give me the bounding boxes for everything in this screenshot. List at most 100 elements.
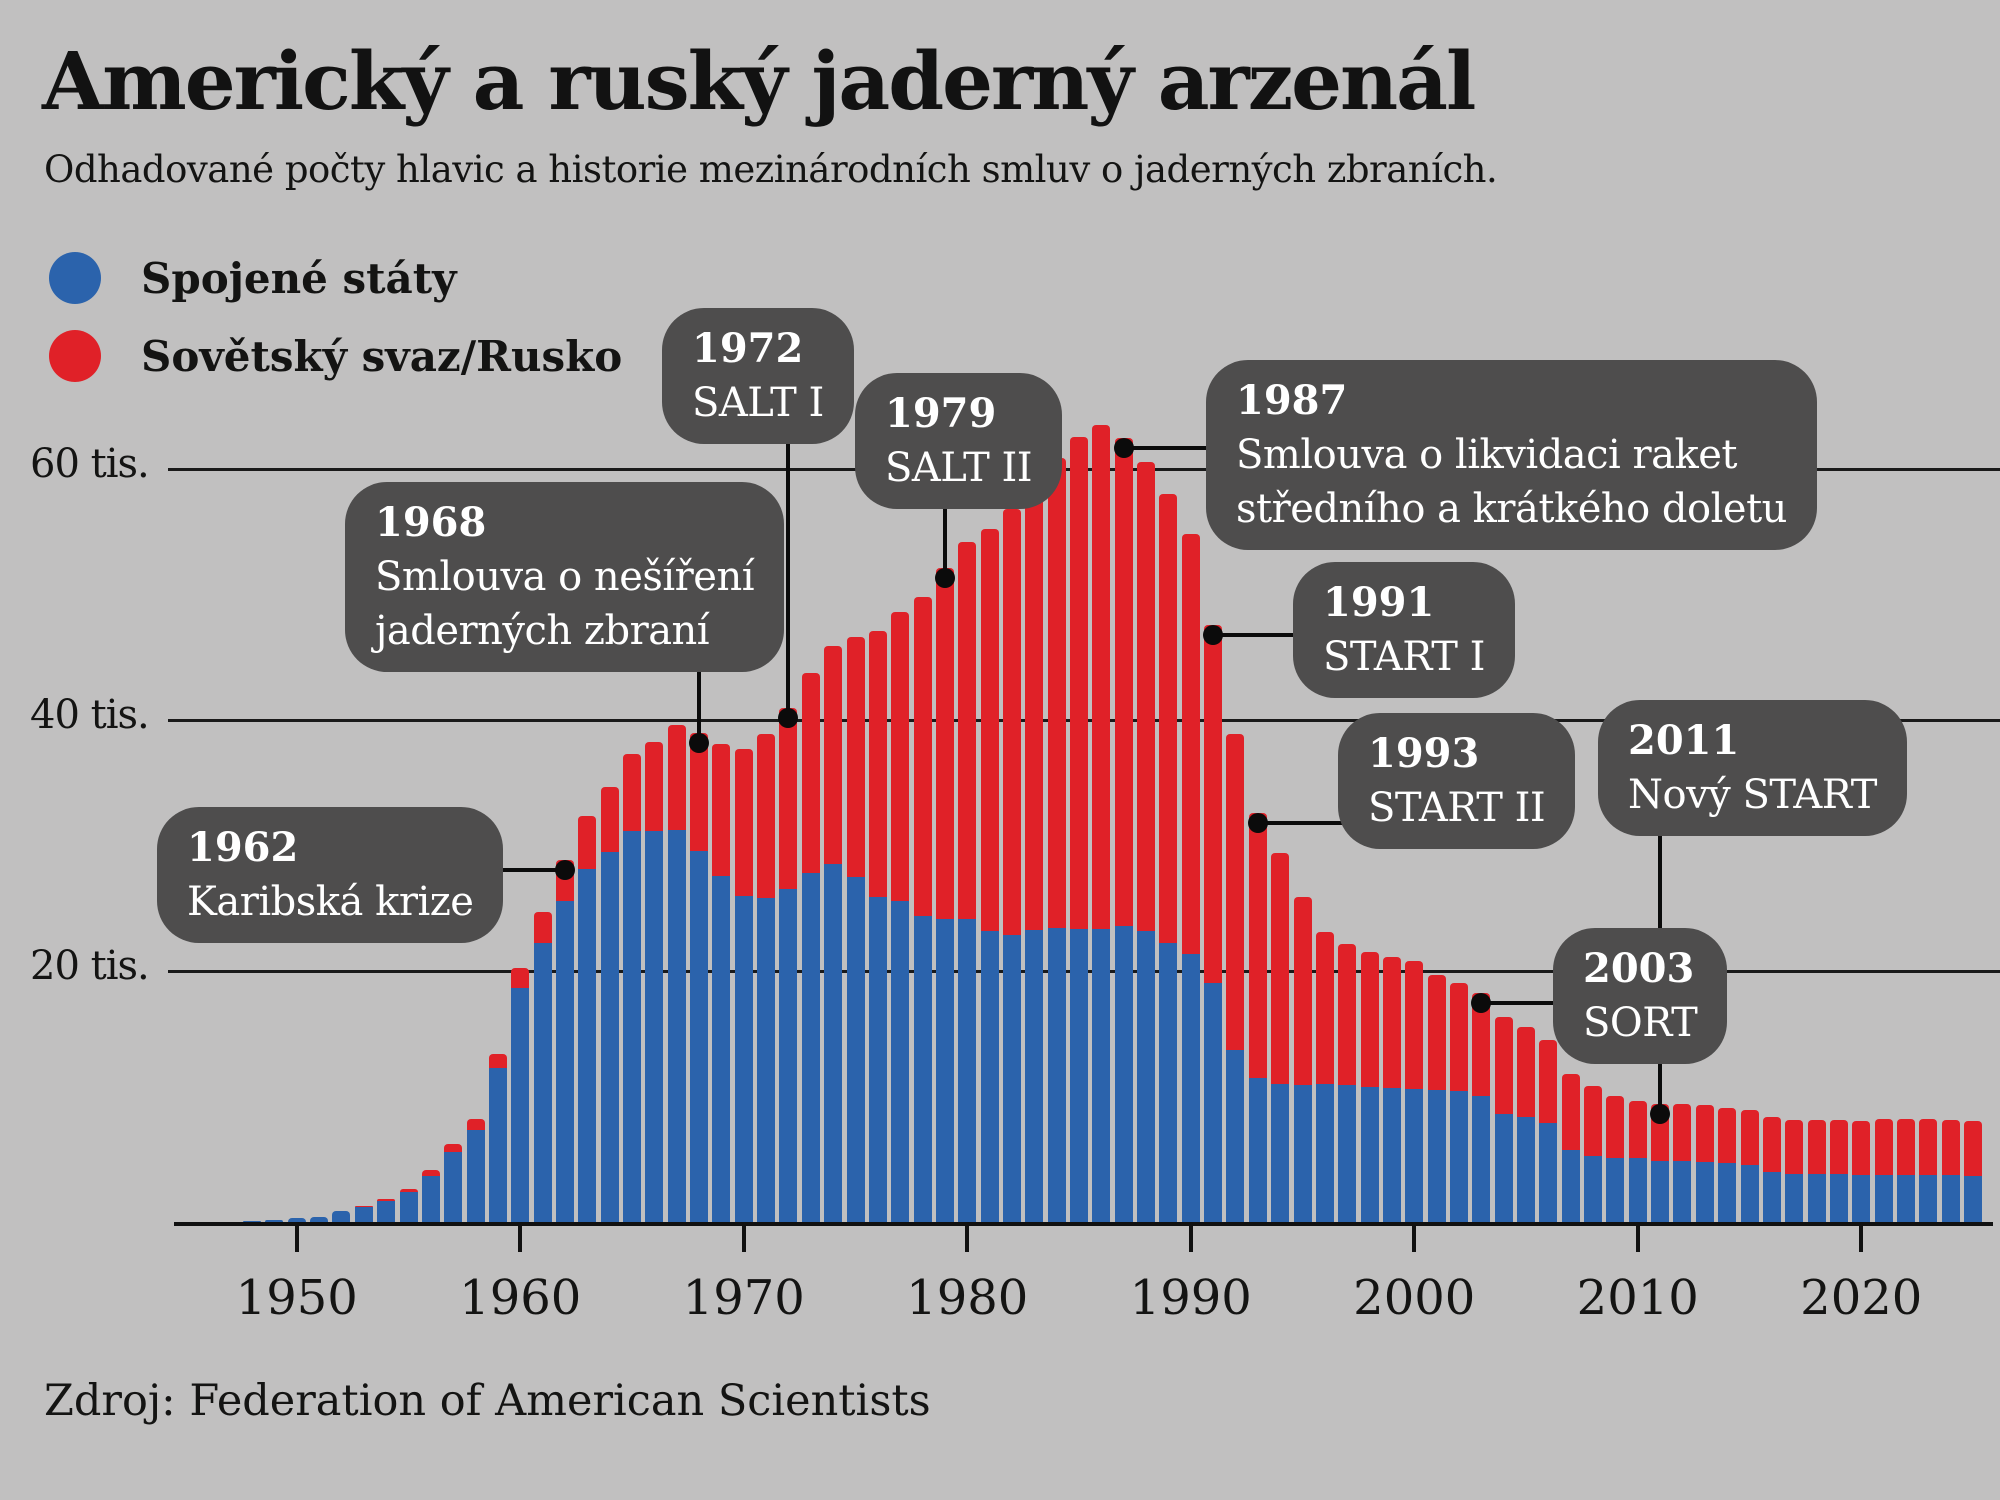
bar-1974 [824,645,843,1222]
bar-segment-russia-1968 [690,733,709,851]
bar-2015 [1740,1109,1759,1222]
bar-segment-us-2025 [1964,1175,1982,1222]
bar-segment-us-1958 [466,1129,485,1222]
x-tick-1970 [741,1226,746,1252]
bar-segment-us-1973 [801,872,820,1222]
bar-segment-us-1976 [868,896,887,1222]
bar-segment-us-1964 [600,852,619,1222]
bar-segment-russia-2025 [1964,1121,1982,1176]
bar-1952 [332,1211,351,1222]
bar-segment-us-1948 [243,1221,262,1222]
callout-text-1991-0: START I [1323,634,1485,680]
bar-segment-us-1969 [712,876,731,1222]
bar-1958 [466,1118,485,1222]
callout-dot-1987 [1113,438,1134,459]
bar-segment-russia-1999 [1382,956,1401,1088]
bar-segment-us-1979 [935,919,954,1222]
bar-segment-russia-1963 [578,815,597,869]
bar-segment-us-1984 [1047,927,1066,1222]
bar-segment-russia-2001 [1427,975,1446,1090]
bar-segment-russia-1955 [399,1189,418,1192]
bar-segment-russia-1994 [1271,853,1290,1085]
bar-segment-us-2007 [1561,1150,1580,1222]
bar-segment-russia-1958 [466,1118,485,1130]
bar-segment-russia-2014 [1718,1107,1737,1163]
bar-1987 [1114,438,1133,1222]
bar-segment-us-2005 [1517,1117,1535,1222]
bar-segment-russia-1991 [1204,624,1223,984]
bar-segment-russia-2012 [1673,1104,1692,1161]
bar-1960 [511,967,530,1222]
bar-1992 [1226,734,1245,1222]
bar-1990 [1181,534,1200,1222]
bar-segment-russia-1997 [1338,943,1357,1086]
bar-segment-us-1999 [1382,1087,1401,1222]
callout-dot-1962 [554,859,575,880]
bar-segment-us-2021 [1874,1175,1893,1222]
bar-segment-russia-1973 [801,672,820,873]
x-tick-1960 [518,1226,523,1252]
bar-1973 [801,672,820,1222]
x-axis-label-1970: 1970 [682,1270,805,1326]
bar-segment-us-1985 [1070,928,1088,1222]
bar-1967 [667,725,686,1222]
bar-1983 [1025,480,1044,1222]
bar-segment-us-2023 [1919,1174,1938,1222]
bar-segment-russia-1961 [533,912,552,943]
bar-1979 [935,568,954,1222]
bar-segment-russia-1965 [623,754,641,832]
callout-2011: 2011 Nový START [1598,700,1907,836]
bar-2006 [1539,1039,1558,1222]
y-axis-label-60000: 60 tis. [30,441,150,487]
bar-segment-russia-1970 [734,749,753,896]
bar-2018 [1807,1119,1826,1222]
bar-segment-russia-2022 [1896,1119,1915,1176]
page-subtitle: Odhadované počty hlavic a historie mezin… [44,148,1498,191]
bar-segment-russia-1977 [891,612,910,902]
bar-1991 [1204,624,1223,1222]
callout-1979: 1979 SALT II [855,373,1063,509]
x-axis-label-1980: 1980 [906,1270,1029,1326]
callout-year-1979: 1979 [885,390,997,437]
bar-1985 [1070,436,1088,1222]
bar-1961 [533,912,552,1222]
x-axis-label-2010: 2010 [1576,1270,1699,1326]
bar-segment-russia-1985 [1070,436,1088,929]
bar-segment-us-1953 [354,1207,373,1222]
bar-segment-us-2010 [1628,1158,1647,1222]
bar-segment-us-1968 [690,851,709,1222]
bar-segment-us-2022 [1896,1175,1915,1222]
callout-year-1991: 1991 [1323,579,1435,626]
bar-segment-us-1991 [1204,983,1223,1222]
bar-1964 [600,786,619,1222]
bar-1980 [958,542,977,1222]
x-axis-line [174,1222,1993,1226]
bar-segment-us-1994 [1271,1084,1290,1222]
bar-1959 [488,1054,507,1222]
bar-1971 [757,733,776,1222]
bar-segment-russia-1972 [779,707,798,890]
x-axis-label-1960: 1960 [459,1270,582,1326]
bar-segment-russia-2002 [1449,982,1468,1091]
x-tick-1950 [294,1226,299,1252]
bar-segment-russia-2021 [1874,1119,1893,1176]
callout-text-1993-0: START II [1368,785,1546,831]
page-title: Americký a ruský jaderný arzenál [42,34,1476,128]
bar-2013 [1695,1105,1714,1222]
bar-1995 [1293,897,1312,1222]
callout-connector-2003 [1481,1001,1577,1006]
bar-1996 [1315,932,1334,1222]
bar-1949 [265,1219,284,1222]
bar-segment-us-2004 [1494,1114,1513,1222]
callout-year-1993: 1993 [1368,730,1480,777]
callout-text-1972-0: SALT I [692,380,824,426]
bar-segment-us-1982 [1002,934,1021,1222]
bar-segment-russia-2006 [1539,1039,1558,1124]
x-axis-label-2020: 2020 [1800,1270,1923,1326]
bar-segment-us-1990 [1181,953,1200,1222]
bar-segment-us-2002 [1449,1090,1468,1222]
callout-text-2003-0: SORT [1583,1000,1698,1046]
bar-segment-us-2009 [1606,1157,1625,1222]
callout-connector-1968 [697,664,702,744]
bar-segment-russia-1966 [645,741,664,831]
